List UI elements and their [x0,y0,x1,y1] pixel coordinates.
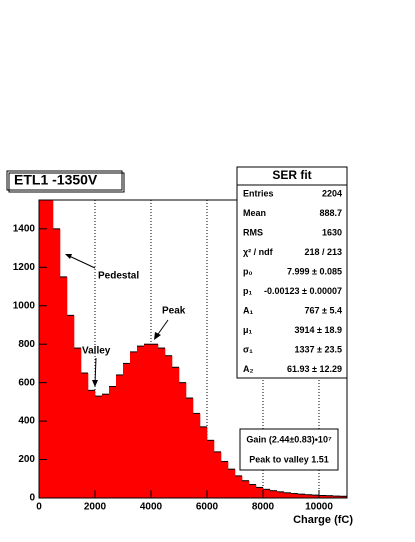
y-tick-label: 1400 [13,223,36,234]
y-tick-label: 200 [18,454,35,465]
bar [221,461,229,498]
bar [214,451,222,498]
bar [270,490,278,498]
stats-value: 888.7 [319,208,342,218]
annotation: Pedestal [98,271,139,282]
bar [186,398,194,498]
title-box [6,170,123,191]
x-axis-label: Charge (fC) [293,514,353,526]
bar [256,487,264,498]
fit-result: Peak to valley 1.51 [249,454,329,464]
x-tick-label: 0 [36,502,42,513]
bar [95,396,103,498]
y-tick-label: 1200 [13,262,36,273]
annotation: Peak [162,306,186,317]
bar [130,351,138,498]
bar [53,228,61,498]
stats-value: 61.93 ± 12.29 [287,364,342,374]
stats-value: 2204 [322,188,342,198]
x-tick-label: 8000 [252,502,275,513]
bar [158,348,166,498]
bar [46,200,54,498]
stats-value: 218 / 213 [304,247,342,257]
bar [179,382,187,498]
stats-label: p₁ [243,286,252,296]
bar [123,363,131,498]
stats-value: 767 ± 5.4 [305,305,342,315]
bar [193,413,201,498]
fit-box [239,428,339,471]
bar [340,496,348,498]
bar [165,355,173,498]
arrow [94,357,97,385]
stats-label: RMS [243,227,263,237]
bar [172,367,180,498]
bar [109,386,117,498]
bar [298,494,306,498]
y-tick-label: 800 [18,339,35,350]
bar [207,440,215,498]
bar [305,494,313,498]
bar [60,276,68,498]
y-tick-label: 400 [18,416,35,427]
bar [242,480,250,498]
bar [200,426,208,498]
stats-value: 1630 [322,227,342,237]
stats-value: 3914 ± 18.9 [295,325,342,335]
x-tick-label: 6000 [196,502,219,513]
bar [67,315,75,498]
bar [39,200,47,498]
stats-box [236,166,348,379]
stats-label: σ₁ [243,344,253,354]
chart-title: ETL1 -1350V [14,172,98,188]
bar [263,489,271,498]
stats-label: A₂ [243,364,254,374]
bar [333,496,341,498]
bar [151,344,159,498]
bar [249,484,257,498]
x-tick-label: 10000 [305,502,333,513]
stats-label: p₀ [243,266,253,276]
stats-value: 7.999 ± 0.085 [287,266,342,276]
stats-label: χ² / ndf [243,247,274,257]
bar [88,390,96,498]
stats-value: -0.00123 ± 0.00007 [264,286,342,296]
y-tick-label: 0 [29,493,35,504]
bar [291,493,299,498]
bar [144,344,152,498]
y-tick-label: 1000 [13,300,36,311]
bar [102,394,110,498]
bar [326,495,334,498]
x-tick-label: 2000 [84,502,107,513]
bar [319,495,327,498]
stats-label: Mean [243,208,266,218]
arrow [66,254,96,269]
bar [235,475,243,498]
bar [228,469,236,498]
bar [81,373,89,498]
arrowhead [65,254,72,259]
stats-label: Entries [243,188,274,198]
stats-label: μ₁ [243,325,253,335]
stats-title: SER fit [272,168,311,182]
arrowhead [154,332,161,340]
bar [116,374,124,498]
title-shadow [8,172,125,193]
bar [137,346,145,498]
bar [284,492,292,498]
annotation: Valley [82,346,111,357]
bar [277,491,285,498]
stats-label: A₁ [243,305,253,315]
y-tick-label: 600 [18,377,35,388]
fit-result: Gain (2.44±0.83)•10⁷ [246,434,332,444]
bar [312,495,320,498]
arrowhead [92,380,98,387]
stats-value: 1337 ± 23.5 [295,344,342,354]
bar [74,348,82,498]
x-tick-label: 4000 [140,502,163,513]
